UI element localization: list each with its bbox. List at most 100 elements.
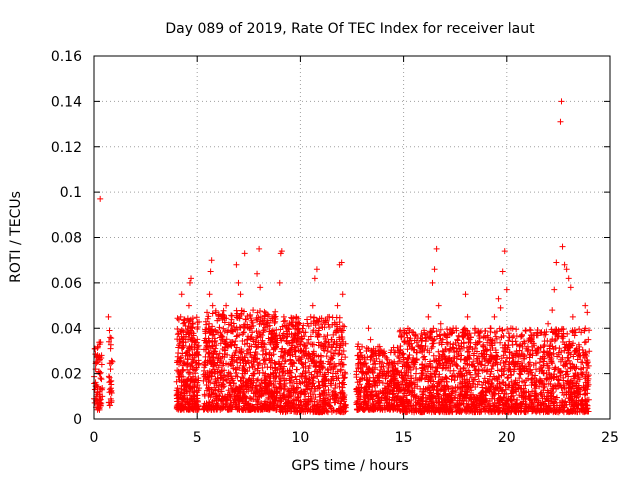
data-point [576,343,583,350]
data-point [536,383,543,390]
data-point [514,360,521,367]
data-point [218,336,225,343]
data-point [581,409,588,416]
data-point [283,399,290,406]
data-point [293,313,300,320]
data-point [235,354,242,361]
data-point [285,387,292,394]
data-point [300,322,307,329]
data-point [553,330,560,337]
data-point [316,315,323,322]
data-point [205,403,212,410]
data-point [421,353,428,360]
data-point [501,371,508,378]
data-point [537,390,544,397]
data-point [315,407,322,414]
data-point [206,350,213,357]
data-point [483,347,490,354]
data-point [174,326,181,333]
data-point [430,325,437,332]
data-point [266,328,273,335]
data-point [258,377,265,384]
data-point [99,393,106,400]
data-point [106,402,113,409]
data-point [232,366,239,373]
data-point [501,341,508,348]
data-point [375,352,382,359]
data-point [517,371,524,378]
data-point [400,359,407,366]
data-point [245,333,252,340]
data-point [490,389,497,396]
data-point [279,354,286,361]
data-point [321,380,328,387]
data-point [412,393,419,400]
data-point [185,336,192,343]
data-point [419,403,426,410]
data-point [311,275,318,282]
data-point [217,340,224,347]
data-point [321,371,328,378]
data-point [550,375,557,382]
data-point [435,378,442,385]
data-point [250,307,257,314]
data-point [575,351,582,358]
x-tick-label: 0 [90,430,99,446]
data-point [336,314,343,321]
data-point [184,360,191,367]
data-point [454,384,461,391]
data-point [201,392,208,399]
data-point [429,279,436,286]
data-point [339,384,346,391]
data-point [415,342,422,349]
data-point [442,346,449,353]
data-point [271,319,278,326]
data-point [186,344,193,351]
data-point [238,386,245,393]
data-point [328,336,335,343]
data-point [462,291,469,298]
data-point [500,352,507,359]
data-point [225,387,232,394]
data-point [488,366,495,373]
data-point [369,396,376,403]
data-point [511,396,518,403]
data-point [448,392,455,399]
data-point [361,356,368,363]
data-point [262,390,269,397]
data-point [407,372,414,379]
data-point [561,384,568,391]
data-point [398,333,405,340]
data-point [438,341,445,348]
data-point [189,335,196,342]
data-point [447,340,454,347]
data-point [443,332,450,339]
data-point [530,340,537,347]
data-point [309,329,316,336]
data-point [436,340,443,347]
data-point [209,386,216,393]
data-point [530,362,537,369]
data-point [293,380,300,387]
data-point [468,391,475,398]
data-point [210,347,217,354]
data-point [285,370,292,377]
data-point [291,336,298,343]
data-point [436,332,443,339]
data-point [419,371,426,378]
data-point [225,327,232,334]
data-point [446,331,453,338]
data-point [481,375,488,382]
data-point [503,286,510,293]
data-point [422,394,429,401]
data-point [367,354,374,361]
data-point [391,402,398,409]
data-point [297,341,304,348]
data-point [331,399,338,406]
data-point [543,360,550,367]
data-point [261,341,268,348]
data-point [259,364,266,371]
data-point [585,396,592,403]
data-point [457,356,464,363]
data-point [392,375,399,382]
